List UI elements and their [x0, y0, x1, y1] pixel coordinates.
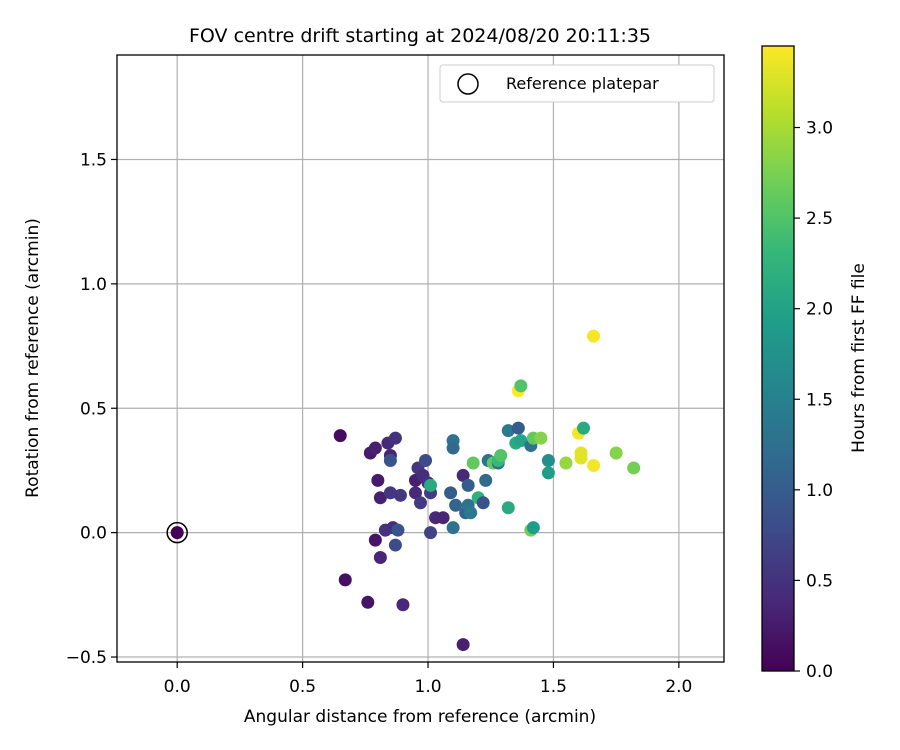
y-axis-label: Rotation from reference (arcmin) [23, 218, 43, 498]
x-tick-label: 1.5 [540, 677, 567, 697]
data-point [424, 478, 438, 492]
data-point [464, 506, 478, 520]
data-point [514, 379, 528, 393]
grid [117, 55, 724, 662]
data-point [408, 486, 422, 500]
data-point [368, 441, 382, 455]
chart-title: FOV centre drift starting at 2024/08/20 … [189, 25, 651, 47]
data-point [479, 473, 493, 487]
x-tick-label: 0.0 [164, 677, 191, 697]
plot-frame [116, 54, 725, 663]
data-point [170, 526, 184, 540]
data-point [456, 468, 470, 482]
data-point [456, 638, 470, 652]
data-point [501, 501, 515, 515]
x-axis-ticks: 0.0 0.5 1.0 1.5 2.0 [164, 662, 692, 697]
data-point [383, 453, 397, 467]
legend-box [439, 64, 715, 103]
data-point [393, 488, 407, 502]
colorbar: 0.0 0.5 1.0 1.5 2.0 2.5 3.0 Hours from first F… [761, 45, 869, 682]
data-point [534, 431, 548, 445]
data-point [388, 431, 402, 445]
data-point [446, 521, 460, 535]
data-point [514, 434, 528, 448]
colorbar-tick-label: 0.0 [806, 662, 833, 682]
colorbar-tick-label: 0.5 [806, 571, 833, 591]
data-point [391, 523, 405, 537]
colorbar-tick-label: 2.5 [806, 209, 833, 229]
data-point [449, 498, 463, 512]
colorbar-tick-label: 1.0 [806, 481, 833, 501]
data-point [577, 421, 591, 435]
y-tick-label: 0.0 [80, 524, 107, 544]
data-point [414, 496, 427, 510]
data-point [338, 573, 352, 587]
data-point [373, 551, 387, 565]
data-point [541, 466, 555, 480]
data-point [587, 329, 601, 343]
x-axis-label: Angular distance from reference (arcmin) [244, 707, 596, 727]
data-point [559, 456, 573, 470]
data-point [444, 486, 458, 500]
data-point [436, 511, 450, 525]
y-tick-label: 1.0 [80, 275, 107, 295]
x-tick-label: 2.0 [665, 677, 692, 697]
colorbar-gradient [761, 45, 795, 672]
data-point [368, 533, 382, 547]
data-point [511, 421, 525, 435]
data-point [466, 456, 480, 470]
reference-marker [166, 521, 188, 544]
y-axis-ticks: −0.5 0.0 0.5 1.0 1.5 [66, 150, 117, 668]
data-point [383, 486, 397, 500]
data-point [541, 453, 555, 467]
y-tick-label: −0.5 [66, 648, 107, 668]
data-point [494, 449, 508, 463]
data-point [476, 496, 490, 510]
data-point [574, 451, 588, 465]
data-point [501, 424, 515, 438]
data-point [609, 446, 623, 460]
data-point [587, 458, 601, 472]
colorbar-label: Hours from first FF file [849, 263, 869, 453]
data-points [166, 329, 641, 652]
legend-label: Reference platepar [506, 74, 659, 93]
legend-marker [457, 73, 479, 95]
data-point [627, 461, 641, 475]
y-tick-label: 0.5 [80, 399, 107, 419]
x-tick-label: 1.0 [415, 677, 442, 697]
data-point [424, 526, 438, 540]
x-tick-label: 0.5 [289, 677, 316, 697]
data-point [446, 441, 460, 455]
data-point [396, 598, 410, 612]
data-point [373, 491, 387, 505]
data-point [461, 478, 475, 492]
data-point [419, 453, 433, 467]
y-tick-label: 1.5 [80, 150, 107, 170]
colorbar-tick-label: 2.0 [806, 300, 833, 320]
data-point [388, 538, 402, 552]
colorbar-tick-label: 3.0 [806, 119, 833, 139]
data-point [333, 429, 347, 443]
data-point [526, 521, 540, 535]
colorbar-ticks: 0.0 0.5 1.0 1.5 2.0 2.5 3.0 [794, 119, 833, 682]
data-point [361, 595, 375, 609]
colorbar-tick-label: 1.5 [806, 390, 833, 410]
legend: Reference platepar [439, 64, 715, 103]
data-point [371, 473, 385, 487]
